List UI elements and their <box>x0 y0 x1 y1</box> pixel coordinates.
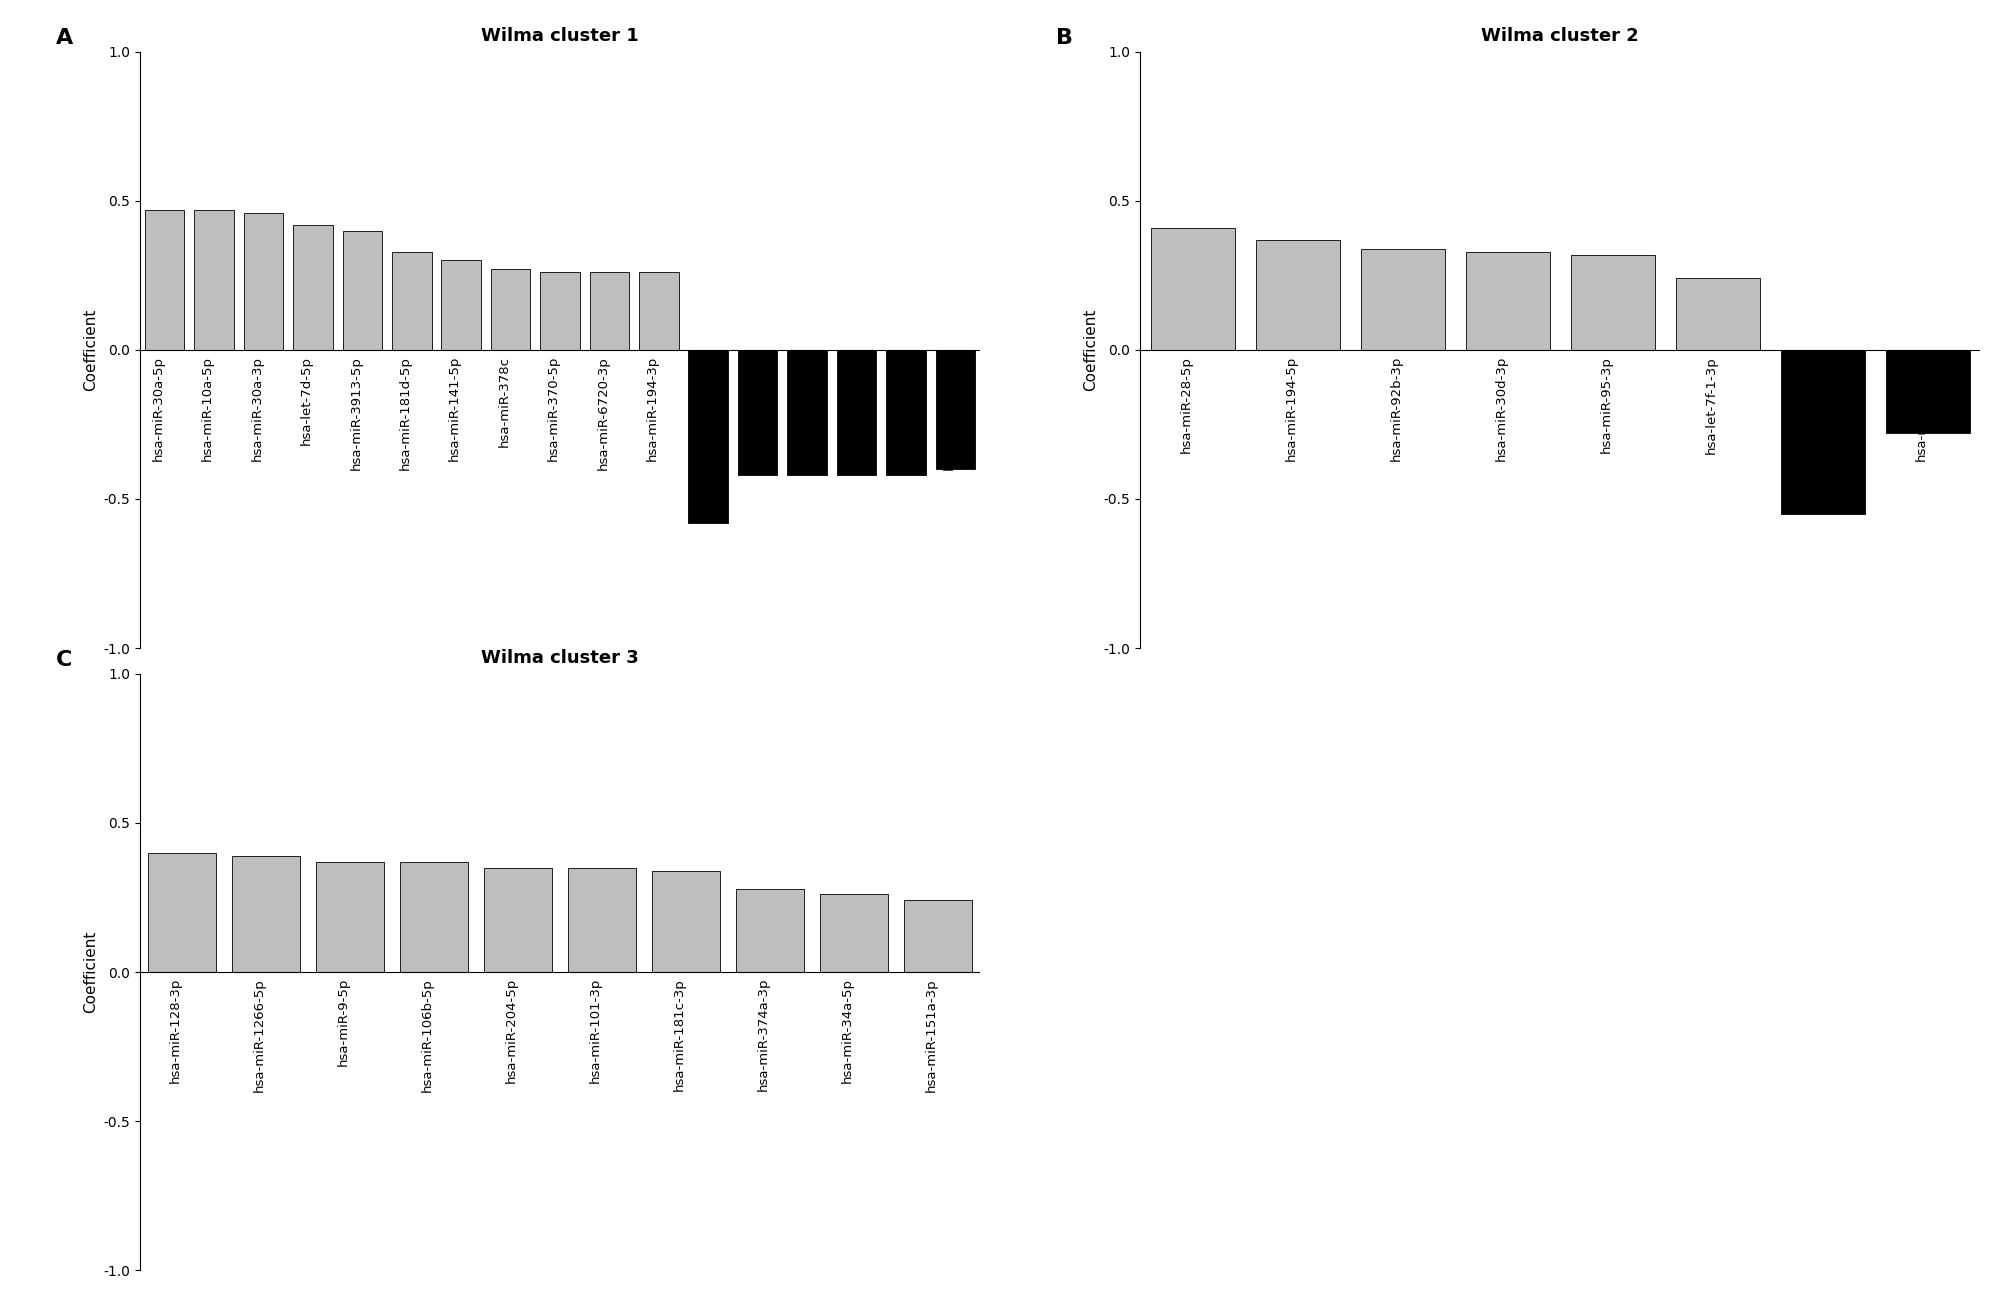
Text: C: C <box>56 651 72 670</box>
Bar <box>148 853 216 972</box>
Bar <box>1676 279 1760 350</box>
Title: Wilma cluster 2: Wilma cluster 2 <box>1482 27 1638 45</box>
Bar <box>144 210 184 350</box>
Bar <box>788 350 826 476</box>
Text: hsa-miR-28-5p: hsa-miR-28-5p <box>1180 356 1192 452</box>
Bar <box>736 889 804 972</box>
Text: hsa-miR-141-5p: hsa-miR-141-5p <box>448 356 462 461</box>
Text: hsa-miR-92b-3p: hsa-miR-92b-3p <box>1390 356 1402 461</box>
Text: A: A <box>56 29 74 48</box>
Text: hsa-miR-181c-3p: hsa-miR-181c-3p <box>672 978 686 1091</box>
Bar <box>904 901 972 972</box>
Text: hsa-miR-455-3p: hsa-miR-455-3p <box>1914 356 1928 461</box>
Bar <box>484 868 552 972</box>
Bar <box>886 350 926 476</box>
Text: hsa-miR-34a-5p: hsa-miR-34a-5p <box>840 978 854 1083</box>
Text: hsa-miR-30a-3p: hsa-miR-30a-3p <box>250 356 264 461</box>
Bar <box>294 224 332 350</box>
Bar <box>1886 350 1970 433</box>
Text: hsa-miR-30d-3p: hsa-miR-30d-3p <box>1494 356 1508 461</box>
Text: hsa-miR-1293: hsa-miR-1293 <box>1810 356 1822 448</box>
Y-axis label: Coefficient: Coefficient <box>82 308 98 391</box>
Text: hsa-miR-370-5p: hsa-miR-370-5p <box>548 356 560 461</box>
Text: hsa-miR-374a-3p: hsa-miR-374a-3p <box>756 978 770 1091</box>
Text: hsa-let-7d-5p: hsa-let-7d-5p <box>300 356 312 445</box>
Bar <box>1360 249 1444 350</box>
Y-axis label: Coefficient: Coefficient <box>82 931 98 1013</box>
Bar <box>442 260 480 350</box>
Text: hsa-let-7f-1-3p: hsa-let-7f-1-3p <box>1704 356 1718 454</box>
Bar <box>1780 350 1864 515</box>
Bar <box>1570 254 1654 350</box>
Text: hsa-miR-203a-3p: hsa-miR-203a-3p <box>696 356 708 469</box>
Text: hsa-miR-1304-3p: hsa-miR-1304-3p <box>892 356 906 469</box>
Text: hsa-miR-1910-5p: hsa-miR-1910-5p <box>794 356 808 469</box>
Text: hsa-miR-584-5p: hsa-miR-584-5p <box>744 356 758 461</box>
Text: hsa-miR-378c: hsa-miR-378c <box>498 356 510 447</box>
Text: hsa-miR-95-3p: hsa-miR-95-3p <box>1600 356 1612 452</box>
Bar <box>316 862 384 972</box>
Title: Wilma cluster 3: Wilma cluster 3 <box>482 649 638 667</box>
Text: hsa-miR-128-3p: hsa-miR-128-3p <box>168 978 182 1083</box>
Bar <box>1150 228 1234 350</box>
Bar <box>590 272 630 350</box>
Text: hsa-miR-6892-5p: hsa-miR-6892-5p <box>942 356 956 469</box>
Text: hsa-miR-187-3p: hsa-miR-187-3p <box>844 356 856 461</box>
Text: hsa-miR-30a-5p: hsa-miR-30a-5p <box>152 356 164 461</box>
Bar <box>640 272 678 350</box>
Text: hsa-miR-151a-3p: hsa-miR-151a-3p <box>924 978 938 1091</box>
Bar <box>936 350 976 469</box>
Bar <box>244 213 284 350</box>
Text: hsa-miR-6720-3p: hsa-miR-6720-3p <box>596 356 610 469</box>
Y-axis label: Coefficient: Coefficient <box>1082 308 1098 391</box>
Text: hsa-miR-9-5p: hsa-miR-9-5p <box>336 978 350 1067</box>
Bar <box>652 871 720 972</box>
Bar <box>738 350 778 476</box>
Bar <box>400 862 468 972</box>
Text: hsa-miR-106b-5p: hsa-miR-106b-5p <box>420 978 434 1091</box>
Bar <box>490 270 530 350</box>
Bar <box>232 855 300 972</box>
Text: hsa-miR-1266-5p: hsa-miR-1266-5p <box>252 978 266 1091</box>
Text: hsa-miR-10a-5p: hsa-miR-10a-5p <box>202 356 214 461</box>
Text: hsa-miR-204-5p: hsa-miR-204-5p <box>504 978 518 1083</box>
Text: hsa-miR-3913-5p: hsa-miR-3913-5p <box>350 356 362 469</box>
Bar <box>820 894 888 972</box>
Bar <box>1256 240 1340 350</box>
Text: B: B <box>1056 29 1072 48</box>
Text: hsa-miR-101-3p: hsa-miR-101-3p <box>588 978 602 1083</box>
Bar <box>688 350 728 522</box>
Title: Wilma cluster 1: Wilma cluster 1 <box>482 27 638 45</box>
Bar <box>568 868 636 972</box>
Bar <box>194 210 234 350</box>
Bar <box>342 231 382 350</box>
Bar <box>836 350 876 476</box>
Text: hsa-miR-194-5p: hsa-miR-194-5p <box>1284 356 1298 461</box>
Text: hsa-miR-194-3p: hsa-miR-194-3p <box>646 356 658 461</box>
Text: hsa-miR-181d-5p: hsa-miR-181d-5p <box>398 356 412 469</box>
Bar <box>540 272 580 350</box>
Bar <box>1466 251 1550 350</box>
Bar <box>392 251 432 350</box>
